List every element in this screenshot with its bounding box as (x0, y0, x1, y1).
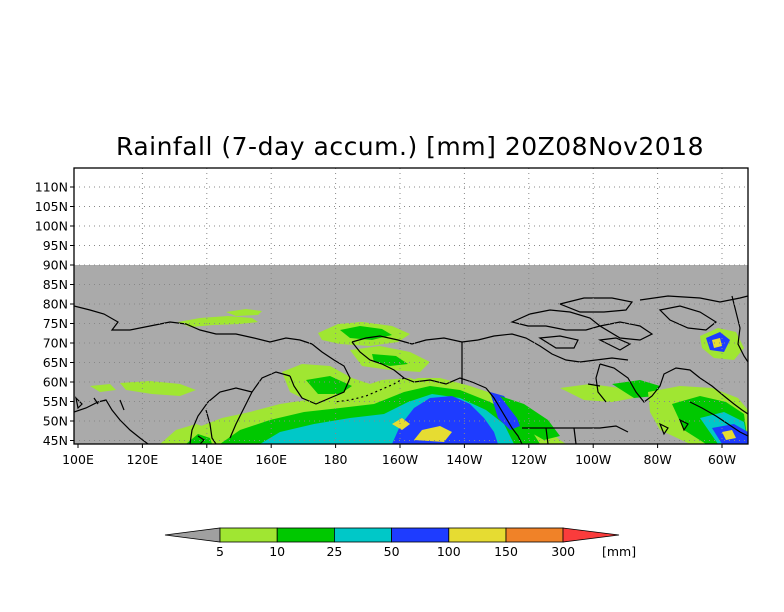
colorbar-level-label: 100 (437, 544, 461, 559)
rain-patch-pacific-blue (392, 396, 498, 444)
colorbar-level-label: 5 (216, 544, 224, 559)
graticule (74, 168, 748, 444)
rain-patch-quebec-yellow (722, 430, 736, 440)
lat-tick-label: 75N (43, 316, 68, 331)
lat-tick-label: 100N (35, 219, 68, 234)
rain-patch-arctic-2 (226, 309, 262, 316)
lat-tick-label: 105N (35, 199, 68, 214)
lat-tick-label: 95N (43, 238, 68, 253)
map-title: Rainfall (7-day accum.) [mm] 20Z08Nov201… (116, 132, 704, 161)
lon-tick-label: 160W (382, 452, 418, 467)
colorbar-high-arrow (562, 527, 620, 543)
rain-patch-west-siberia (120, 381, 196, 396)
colorbar-swatch (219, 527, 278, 543)
lat-tick-label: 110N (35, 180, 68, 195)
lon-tick-label: 120W (511, 452, 547, 467)
lon-tick-label: 60W (708, 452, 736, 467)
colorbar-swatch (505, 527, 564, 543)
rain-patch-baffin-yellow (712, 338, 722, 348)
colorbar-swatch (391, 527, 450, 543)
colorbar-low-arrow (164, 527, 221, 543)
colorbar-level-label: 300 (551, 544, 575, 559)
rain-patch-bc-2 (500, 396, 560, 440)
colorbar-unit: [mm] (602, 544, 636, 559)
lat-tick-label: 90N (43, 258, 68, 273)
lat-tick-label: 55N (43, 394, 68, 409)
map-frame (73, 167, 749, 445)
lat-tick-label: 85N (43, 277, 68, 292)
colorbar-level-label: 150 (494, 544, 518, 559)
latitude-axis: 110N 105N 100N 95N 90N 85N 80N 75N 70N 65N 60N 55N 5… (35, 180, 74, 448)
rain-patch-lake (90, 384, 116, 392)
rain-patch-hudson (612, 380, 660, 398)
lon-tick-label: 160E (255, 452, 287, 467)
rain-patch-pacific-yellow-2 (392, 418, 410, 430)
lon-tick-label: 120E (127, 452, 159, 467)
longitude-axis: 100E 120E 140E 160E 180 160W 140W 120W 100W 80W 60… (62, 444, 736, 467)
colorbar-swatch (448, 527, 507, 543)
lat-tick-label: 80N (43, 297, 68, 312)
colorbar-level-label: 25 (326, 544, 342, 559)
lon-tick-label: 80W (643, 452, 671, 467)
lon-tick-label: 180 (324, 452, 348, 467)
coastlines (74, 295, 748, 444)
rainfall-shading (90, 309, 748, 444)
rain-patch-japan-green (186, 434, 212, 444)
rain-patch-arctic (178, 316, 258, 327)
rain-patch-kamchatka-core (306, 376, 352, 394)
lat-tick-label: 70N (43, 336, 68, 351)
colorbar: 5 10 25 50 100 150 300 [mm] (164, 527, 636, 559)
colorbar-swatch (276, 527, 335, 543)
rain-patch-pacific-yellow (414, 426, 452, 442)
lat-tick-label: 45N (43, 433, 68, 448)
lat-tick-label: 50N (43, 414, 68, 429)
lon-tick-label: 100W (575, 452, 611, 467)
colorbar-swatch (333, 527, 392, 543)
lon-tick-label: 140W (446, 452, 482, 467)
rain-patch-canada (560, 384, 634, 402)
rain-patch-bc (490, 392, 520, 430)
colorbar-level-label: 50 (384, 544, 400, 559)
lon-tick-label: 100E (62, 452, 94, 467)
lon-tick-label: 140E (191, 452, 223, 467)
lat-tick-label: 60N (43, 375, 68, 390)
lat-tick-label: 65N (43, 355, 68, 370)
colorbar-level-label: 10 (269, 544, 285, 559)
